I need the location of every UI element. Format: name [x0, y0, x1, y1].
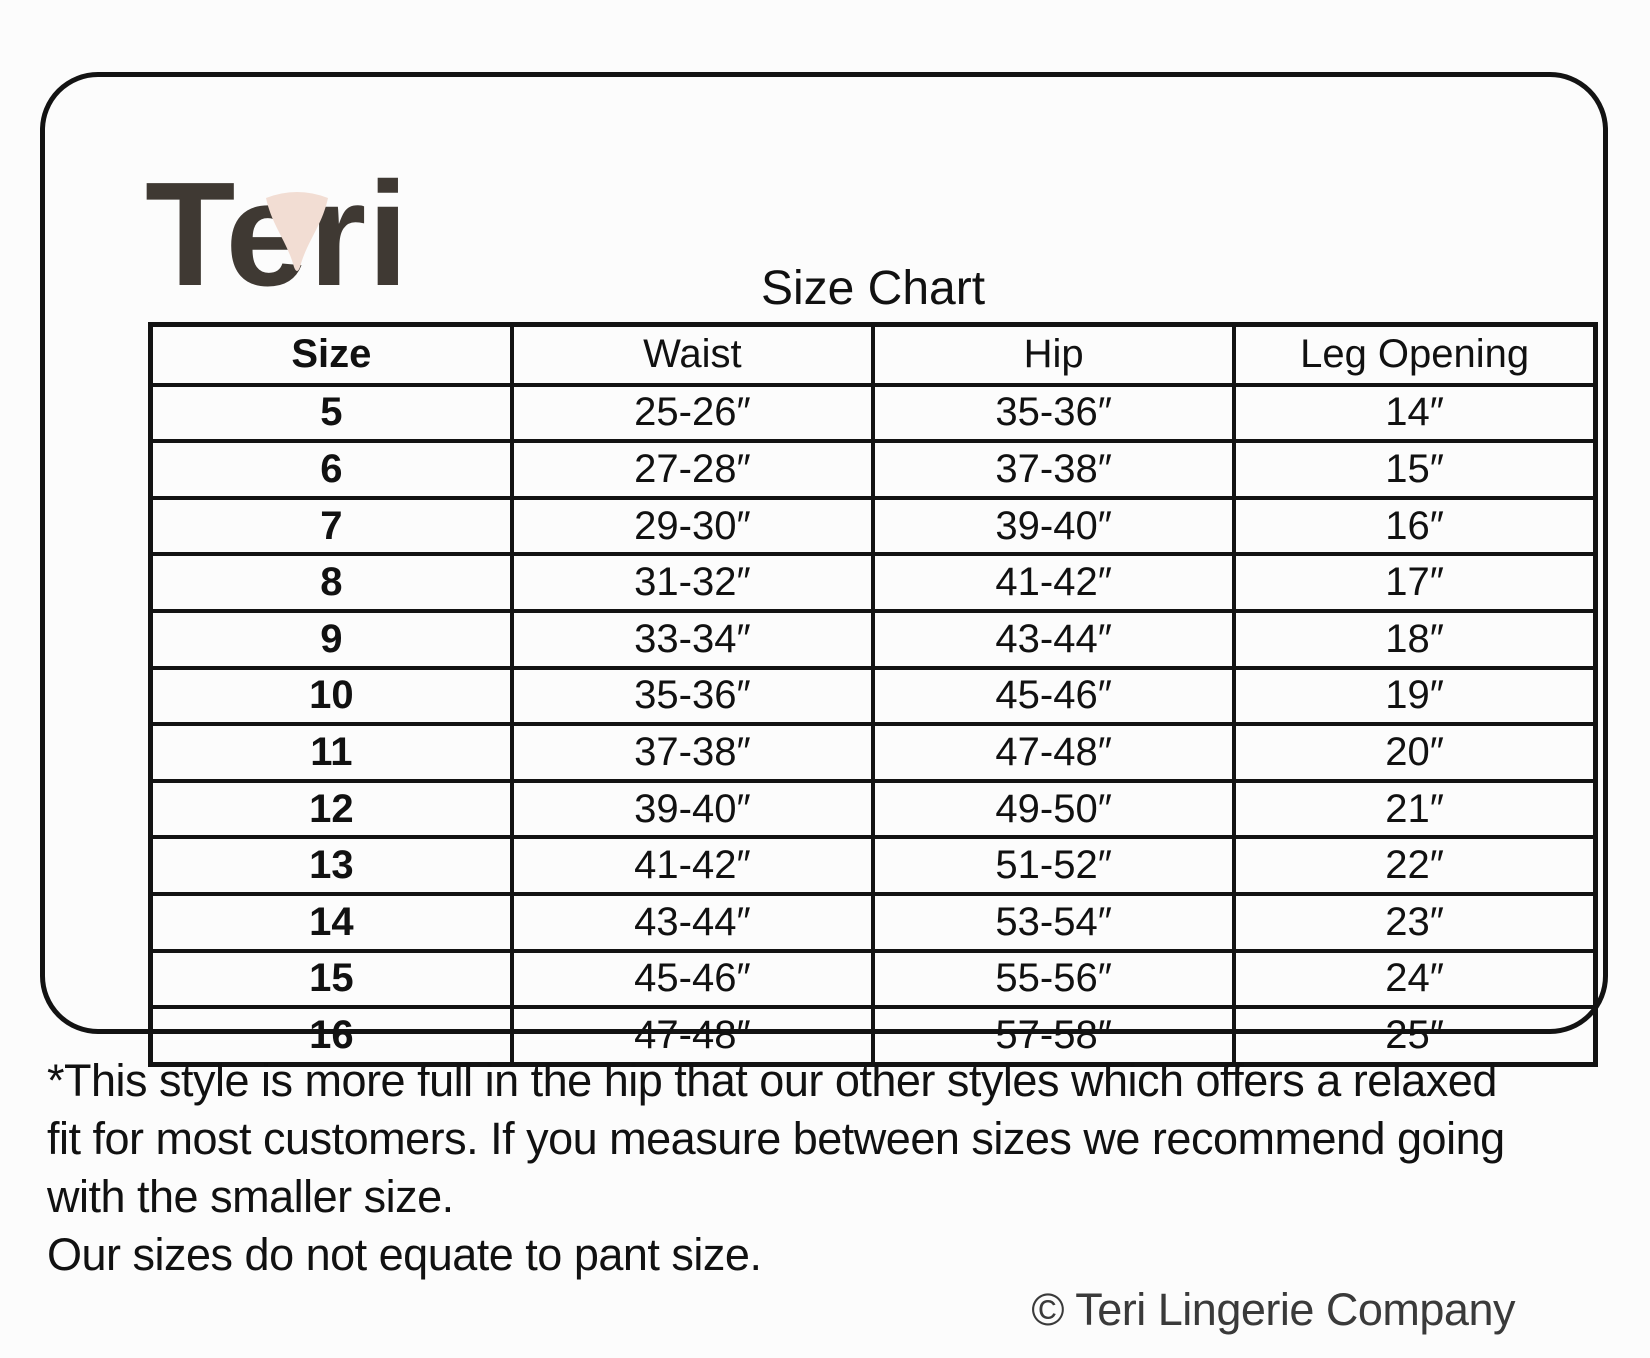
footnote-line: fit for most customers. If you measure b…	[47, 1113, 1505, 1164]
leg-opening-cell: 16″	[1232, 495, 1598, 557]
hip-cell: 41-42″	[870, 552, 1237, 613]
waist-cell: 25-26″	[509, 382, 876, 444]
table-row: 12 39-40″ 49-50″ 21″	[148, 778, 1598, 840]
waist-cell: 37-38″	[509, 722, 876, 783]
waist-cell: 31-32″	[509, 552, 876, 613]
leg-opening-cell: 21″	[1232, 778, 1598, 840]
table-row: 14 43-44″ 53-54″ 23″	[148, 891, 1598, 953]
size-chart-table: Size Waist Hip Leg Opening 5 25-26″ 35-36″…	[148, 322, 1598, 1067]
leg-opening-cell: 24″	[1232, 948, 1598, 1010]
table-header: Size Waist Hip Leg Opening	[148, 322, 1598, 387]
leg-opening-cell: 20″	[1232, 722, 1598, 783]
hip-cell: 51-52″	[870, 835, 1237, 896]
table-row: 5 25-26″ 35-36″ 14″	[148, 382, 1598, 444]
table-header-row: Size Waist Hip Leg Opening	[148, 322, 1598, 387]
leg-opening-cell: 17″	[1232, 552, 1598, 613]
hip-cell: 35-36″	[870, 382, 1237, 444]
col-header-waist: Waist	[509, 322, 876, 387]
leg-opening-cell: 22″	[1232, 835, 1598, 896]
hip-cell: 47-48″	[870, 722, 1237, 783]
waist-cell: 39-40″	[509, 778, 876, 840]
waist-cell: 45-46″	[509, 948, 876, 1010]
hip-cell: 43-44″	[870, 608, 1237, 670]
waist-cell: 47-48″	[509, 1005, 876, 1067]
rounded-border-panel: Teri Size Chart Size Waist Hip Leg Openi…	[40, 72, 1608, 1067]
panty-triangle-icon	[266, 192, 328, 271]
hip-cell: 37-38″	[870, 439, 1237, 500]
waist-cell: 41-42″	[509, 835, 876, 896]
footnote-text: *This style is more full in the hip that…	[47, 1052, 1607, 1284]
size-cell: 5	[148, 382, 514, 444]
hip-cell: 45-46″	[870, 665, 1237, 727]
table-row: 6 27-28″ 37-38″ 15″	[148, 439, 1598, 500]
leg-opening-cell: 18″	[1232, 608, 1598, 670]
size-cell: 11	[148, 722, 514, 783]
hip-cell: 49-50″	[870, 778, 1237, 840]
size-cell: 15	[148, 948, 514, 1010]
footnote-line: with the smaller size.	[47, 1171, 454, 1222]
waist-cell: 35-36″	[509, 665, 876, 727]
col-header-size: Size	[148, 322, 514, 387]
leg-opening-cell: 19″	[1232, 665, 1598, 727]
leg-opening-cell: 15″	[1232, 439, 1598, 500]
table-row: 15 45-46″ 55-56″ 24″	[148, 948, 1598, 1010]
waist-cell: 27-28″	[509, 439, 876, 500]
size-cell: 6	[148, 439, 514, 500]
col-header-hip: Hip	[870, 322, 1237, 387]
hip-cell: 55-56″	[870, 948, 1237, 1010]
size-cell: 7	[148, 495, 514, 557]
leg-opening-cell: 14″	[1232, 382, 1598, 444]
hip-cell: 57-58″	[870, 1005, 1237, 1067]
table-row: 9 33-34″ 43-44″ 18″	[148, 608, 1598, 670]
table-row: 7 29-30″ 39-40″ 16″	[148, 495, 1598, 557]
teri-logo-text: Teri	[145, 152, 410, 317]
waist-cell: 43-44″	[509, 891, 876, 953]
leg-opening-cell: 25″	[1232, 1005, 1598, 1067]
page-title: Size Chart	[760, 262, 986, 315]
size-cell: 14	[148, 891, 514, 953]
hip-cell: 53-54″	[870, 891, 1237, 953]
footnote-line: *This style is more full in the hip that…	[47, 1055, 1497, 1106]
col-header-leg-opening: Leg Opening	[1232, 322, 1598, 387]
size-cell: 16	[148, 1005, 514, 1067]
table-row: 10 35-36″ 45-46″ 19″	[148, 665, 1598, 727]
size-cell: 12	[148, 778, 514, 840]
size-cell: 13	[148, 835, 514, 896]
table-row: 16 47-48″ 57-58″ 25″	[148, 1005, 1598, 1067]
table-row: 13 41-42″ 51-52″ 22″	[148, 835, 1598, 896]
waist-cell: 33-34″	[509, 608, 876, 670]
size-cell: 9	[148, 608, 514, 670]
size-cell: 10	[148, 665, 514, 727]
table-row: 11 37-38″ 47-48″ 20″	[148, 722, 1598, 783]
hip-cell: 39-40″	[870, 495, 1237, 557]
copyright-text: © Teri Lingerie Company	[1031, 1284, 1515, 1335]
leg-opening-cell: 23″	[1232, 891, 1598, 953]
footnote-line: Our sizes do not equate to pant size.	[47, 1229, 762, 1280]
size-cell: 8	[148, 552, 514, 613]
waist-cell: 29-30″	[509, 495, 876, 557]
table-row: 8 31-32″ 41-42″ 17″	[148, 552, 1598, 613]
table-body: 5 25-26″ 35-36″ 14″ 6 27-28″ 37-38″ 15″ 7 29-30″ 3…	[148, 382, 1598, 1067]
teri-logo: Teri	[145, 161, 465, 311]
